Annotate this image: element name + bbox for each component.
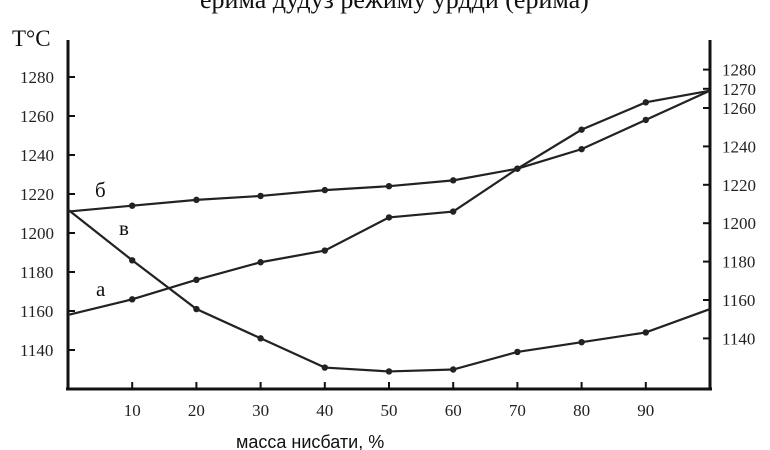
right-tick-label: 1280 <box>722 61 756 80</box>
series-label: в <box>119 216 129 240</box>
series-point <box>385 214 393 221</box>
series-point <box>642 116 649 124</box>
x-tick-label: 60 <box>445 401 462 420</box>
right-tick-label: 1240 <box>722 137 756 156</box>
left-tick-label: 1140 <box>20 341 53 360</box>
series-point <box>514 165 521 172</box>
series-point <box>578 339 585 346</box>
left-axis-ticks: 1140 1160 1180 1200 1220 1240 1260 1280 <box>20 68 75 360</box>
right-tick-label: 1270 <box>722 80 756 99</box>
right-tick-label: 1140 <box>722 329 755 348</box>
series-point <box>257 259 264 266</box>
series-line-1 <box>67 89 711 213</box>
x-tick-label: 30 <box>252 401 269 420</box>
left-tick-label: 1260 <box>20 107 54 126</box>
series-point <box>450 208 457 215</box>
right-tick-label: 1220 <box>722 176 756 195</box>
series-point <box>257 335 264 342</box>
y-axis-title: T°C <box>12 26 51 51</box>
series-point <box>642 329 649 336</box>
series-point <box>129 202 136 209</box>
series-point <box>193 276 200 283</box>
series-point <box>257 192 264 200</box>
x-tick-label: 80 <box>573 401 590 420</box>
series-point <box>129 296 136 303</box>
left-tick-label: 1220 <box>20 185 54 204</box>
right-tick-label: 1260 <box>722 99 756 118</box>
series-point <box>642 99 649 106</box>
x-tick-label: 10 <box>124 401 141 420</box>
series-point <box>385 183 393 190</box>
left-tick-label: 1200 <box>20 224 54 243</box>
x-axis-ticks: 10 20 30 40 50 60 70 80 90 <box>124 382 654 420</box>
series-label: а <box>96 277 106 301</box>
series-label: б <box>95 178 106 202</box>
x-tick-label: 40 <box>316 401 333 420</box>
right-tick-label: 1160 <box>722 291 755 310</box>
series-point <box>321 186 328 194</box>
series-point <box>385 368 393 375</box>
left-tick-label: 1280 <box>20 68 54 87</box>
x-axis-title: масса нисбати, % <box>236 432 384 450</box>
x-tick-label: 90 <box>637 401 654 420</box>
series-point <box>193 305 200 313</box>
x-tick-label: 20 <box>188 401 205 420</box>
series-point <box>321 364 328 371</box>
series-point <box>321 247 328 254</box>
left-tick-label: 1160 <box>20 302 53 321</box>
header-fragment: ерима дудуз режиму урдди (ерима) <box>200 0 589 14</box>
series-point <box>578 145 585 153</box>
series-point <box>193 196 200 204</box>
left-tick-label: 1180 <box>20 263 53 282</box>
series-point <box>450 177 457 184</box>
series-point <box>578 126 585 133</box>
right-tick-label: 1180 <box>722 253 755 272</box>
series-point <box>129 257 136 264</box>
x-tick-label: 70 <box>509 401 526 420</box>
x-tick-label: 50 <box>381 401 398 420</box>
series-point <box>514 348 521 356</box>
left-tick-label: 1240 <box>20 146 54 165</box>
series-group: а бв <box>67 89 711 375</box>
right-tick-label: 1200 <box>722 214 756 233</box>
series-point <box>450 366 457 373</box>
